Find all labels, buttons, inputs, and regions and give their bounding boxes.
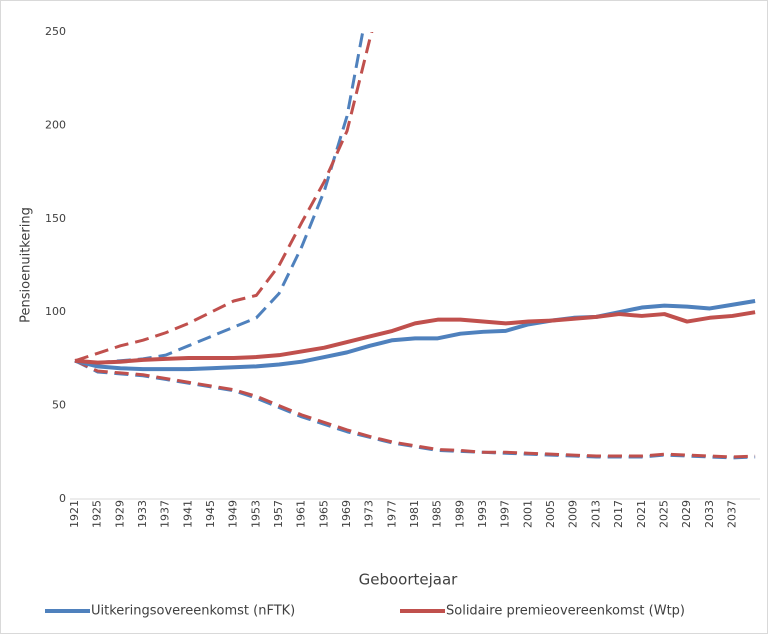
x-tick-label: 1925 (91, 500, 104, 528)
x-tick-label: 2037 (725, 500, 738, 528)
series-line (74, 299, 756, 372)
x-tick-label: 2005 (544, 500, 557, 528)
x-tick-label: 1949 (227, 500, 240, 528)
x-tick-label: 1973 (363, 500, 376, 528)
x-tick-label: 2033 (703, 500, 716, 528)
x-tick-label: 1989 (453, 500, 466, 528)
y-tick-label: 50 (52, 399, 66, 412)
x-tick-label: 1981 (408, 500, 421, 528)
x-tick-label: 1937 (159, 500, 172, 528)
x-tick-label: 2021 (635, 500, 648, 528)
upper-band-line (74, 32, 374, 363)
x-tick-label: 1985 (431, 500, 444, 528)
x-tick-label: 1941 (181, 500, 194, 528)
x-tick-label: 1993 (476, 500, 489, 528)
x-tick-label: 2013 (589, 500, 602, 528)
x-tick-label: 1997 (499, 500, 512, 528)
x-tick-label: 1945 (204, 500, 217, 528)
x-tick-label: 1977 (385, 500, 398, 528)
x-tick-label: 2029 (680, 500, 693, 528)
legend-label: Uitkeringsovereenkomst (nFTK) (91, 604, 295, 619)
x-tick-label: 1933 (136, 500, 149, 528)
x-tick-label: 1969 (340, 500, 353, 528)
y-tick-label: 100 (45, 305, 66, 318)
x-axis-label: Geboortejaar (359, 571, 459, 589)
x-tick-label: 1957 (272, 500, 285, 528)
series-line (74, 310, 756, 365)
y-tick-label: 150 (45, 212, 66, 225)
lower-band-line (74, 359, 756, 459)
legend-label: Solidaire premieovereenkomst (Wtp) (446, 604, 685, 619)
y-tick-label: 250 (45, 25, 66, 38)
x-tick-label: 1961 (295, 500, 308, 528)
y-tick-label: 0 (59, 492, 66, 505)
x-tick-label: 2001 (521, 500, 534, 528)
x-tick-label: 1929 (113, 500, 126, 528)
x-tick-label: 1965 (317, 500, 330, 528)
y-axis-label: Pensioenuitkering (19, 207, 34, 323)
x-tick-label: 2017 (612, 500, 625, 528)
x-tick-label: 2025 (657, 500, 670, 528)
x-tick-label: 1921 (68, 500, 81, 528)
y-tick-label: 200 (45, 118, 66, 131)
x-tick-label: 2009 (567, 500, 580, 528)
x-tick-label: 1953 (249, 500, 262, 528)
